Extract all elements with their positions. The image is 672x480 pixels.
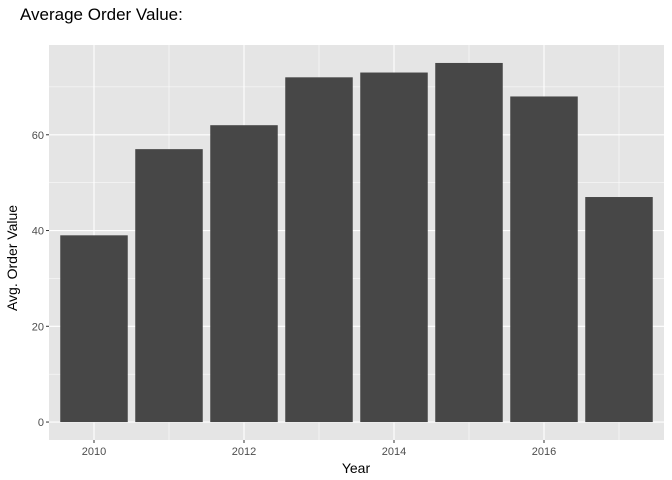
bar-2010 (60, 235, 128, 423)
bar-2015 (435, 62, 503, 423)
x-tick-label: 2010 (82, 446, 106, 458)
bar-2014 (360, 72, 428, 423)
bar-2012 (210, 125, 278, 423)
x-tick-label: 2012 (232, 446, 256, 458)
chart-title: Average Order Value: (20, 5, 183, 24)
x-axis-title: Year (342, 460, 371, 476)
bar-2011 (135, 149, 203, 423)
y-tick-label: 0 (38, 417, 44, 429)
bar-2013 (285, 77, 353, 423)
y-axis-title: Avg. Order Value (4, 205, 20, 311)
y-tick-label: 60 (32, 130, 44, 142)
x-axis: 2010 2012 2014 2016 (82, 440, 556, 458)
y-tick-label: 20 (32, 321, 44, 333)
x-tick-label: 2014 (382, 446, 406, 458)
y-axis: 0 20 40 60 (32, 130, 49, 429)
bars (60, 62, 653, 423)
bar-2017 (585, 197, 653, 423)
y-tick-label: 40 (32, 226, 44, 238)
bar-2016 (510, 96, 578, 423)
x-tick-label: 2016 (532, 446, 556, 458)
